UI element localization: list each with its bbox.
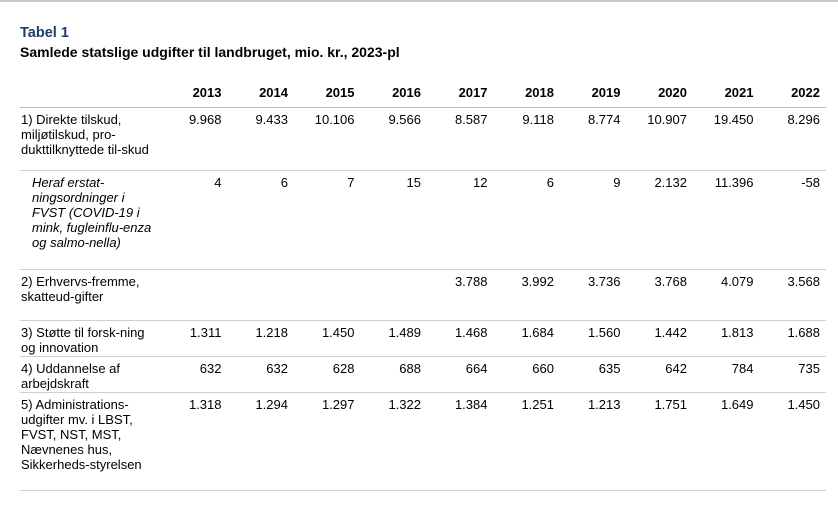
- table-row: 1) Direkte tilskud, miljøtilskud, pro-du…: [20, 107, 826, 171]
- table-cell: [161, 269, 228, 321]
- table-cell: 1.218: [227, 320, 294, 357]
- table-cell: 688: [360, 356, 427, 393]
- header-row: 2013 2014 2015 2016 2017 2018 2019 2020 …: [20, 79, 826, 108]
- table-cell: 9.968: [161, 107, 228, 171]
- table-cell: 3.992: [493, 269, 560, 321]
- table-cell: 12: [427, 170, 494, 270]
- row-label: 2) Erhvervs-fremme, skatteud-gifter: [20, 269, 161, 321]
- table-cell: -58: [759, 170, 826, 270]
- table-cell: 1.294: [227, 392, 294, 491]
- year-header: 2018: [493, 79, 560, 108]
- table-cell: 1.384: [427, 392, 494, 491]
- table-cell: 9: [560, 170, 627, 270]
- table-cell: 628: [294, 356, 361, 393]
- table-label: Tabel 1: [20, 25, 69, 41]
- table-cell: 1.489: [360, 320, 427, 357]
- table-cell: 6: [493, 170, 560, 270]
- table-cell: 642: [626, 356, 693, 393]
- table-cell: 1.649: [693, 392, 760, 491]
- table-cell: [360, 269, 427, 321]
- table-row: 4) Uddannelse af arbejdskraft 632 632 62…: [20, 356, 826, 393]
- table-cell: 9.566: [360, 107, 427, 171]
- table-cell: 9.433: [227, 107, 294, 171]
- table-cell: 10.106: [294, 107, 361, 171]
- table-cell: 8.296: [759, 107, 826, 171]
- year-header: 2013: [161, 79, 228, 108]
- table-cell: 1.684: [493, 320, 560, 357]
- table-cell: 1.751: [626, 392, 693, 491]
- top-divider: [0, 0, 838, 2]
- header-blank: [20, 79, 161, 108]
- table-cell: 735: [759, 356, 826, 393]
- table-cell: 19.450: [693, 107, 760, 171]
- table-cell: 1.688: [759, 320, 826, 357]
- year-header: 2016: [360, 79, 427, 108]
- table-cell: 8.774: [560, 107, 627, 171]
- table-cell: 1.297: [294, 392, 361, 491]
- table-cell: 664: [427, 356, 494, 393]
- row-label: 4) Uddannelse af arbejdskraft: [20, 356, 161, 393]
- table-cell: 632: [161, 356, 228, 393]
- table-cell: 10.907: [626, 107, 693, 171]
- table-cell: 6: [227, 170, 294, 270]
- row-label: 3) Støtte til forsk-ning og innovation: [20, 320, 161, 357]
- table-row: 3) Støtte til forsk-ning og innovation 1…: [20, 320, 826, 357]
- table-cell: 635: [560, 356, 627, 393]
- table-cell: 1.813: [693, 320, 760, 357]
- table-cell: 1.251: [493, 392, 560, 491]
- table-cell: 1.560: [560, 320, 627, 357]
- table-cell: 1.468: [427, 320, 494, 357]
- row-label: Heraf erstat-ningsordninger i FVST (COVI…: [20, 170, 161, 270]
- table-cell: 9.118: [493, 107, 560, 171]
- expenditure-table: 2013 2014 2015 2016 2017 2018 2019 2020 …: [20, 79, 826, 491]
- table-cell: 8.587: [427, 107, 494, 171]
- table-row: 2) Erhvervs-fremme, skatteud-gifter 3.78…: [20, 269, 826, 321]
- table-cell: [294, 269, 361, 321]
- table-cell: 11.396: [693, 170, 760, 270]
- year-header: 2022: [759, 79, 826, 108]
- row-label: 5) Administrations-udgifter mv. i LBST, …: [20, 392, 161, 491]
- table-row: Heraf erstat-ningsordninger i FVST (COVI…: [20, 170, 826, 270]
- table-cell: 3.736: [560, 269, 627, 321]
- table-cell: 1.213: [560, 392, 627, 491]
- table-cell: 1.450: [759, 392, 826, 491]
- table-title: Samlede statslige udgifter til landbruge…: [20, 44, 400, 60]
- table-cell: 7: [294, 170, 361, 270]
- table-cell: 632: [227, 356, 294, 393]
- table-cell: 15: [360, 170, 427, 270]
- table-cell: 2.132: [626, 170, 693, 270]
- table-cell: 1.442: [626, 320, 693, 357]
- year-header: 2021: [693, 79, 760, 108]
- table-cell: 1.311: [161, 320, 228, 357]
- table-cell: 1.450: [294, 320, 361, 357]
- table-cell: 4: [161, 170, 228, 270]
- year-header: 2014: [227, 79, 294, 108]
- table-cell: 1.318: [161, 392, 228, 491]
- year-header: 2015: [294, 79, 361, 108]
- table-cell: 3.568: [759, 269, 826, 321]
- table-row: 5) Administrations-udgifter mv. i LBST, …: [20, 392, 826, 491]
- table-cell: 3.788: [427, 269, 494, 321]
- table-cell: 660: [493, 356, 560, 393]
- table-cell: [227, 269, 294, 321]
- table-cell: 784: [693, 356, 760, 393]
- year-header: 2017: [427, 79, 494, 108]
- table-cell: 1.322: [360, 392, 427, 491]
- year-header: 2019: [560, 79, 627, 108]
- year-header: 2020: [626, 79, 693, 108]
- table-cell: 4.079: [693, 269, 760, 321]
- row-label: 1) Direkte tilskud, miljøtilskud, pro-du…: [20, 107, 161, 171]
- table-cell: 3.768: [626, 269, 693, 321]
